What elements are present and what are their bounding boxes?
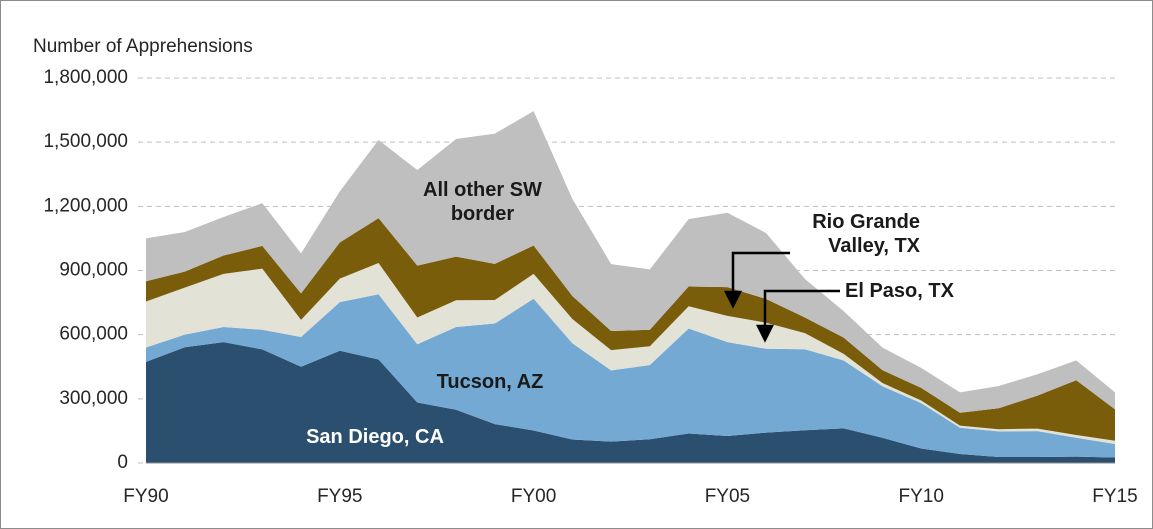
area <box>146 294 1115 458</box>
y-tick-label: 900,000 <box>59 260 128 281</box>
x-tick-label: FY05 <box>705 486 750 507</box>
series-label: Tucson, AZ <box>436 371 544 393</box>
arrows <box>723 251 840 343</box>
series-label: Rio Grande Valley, TX <box>812 211 920 257</box>
x-tick-label: FY90 <box>123 486 168 507</box>
y-axis-title: Number of Apprehensions <box>33 36 253 57</box>
area <box>146 218 1115 441</box>
y-tick-label: 1,200,000 <box>43 195 128 216</box>
area <box>146 111 1115 413</box>
y-tick-label: 0 <box>117 452 128 473</box>
y-tick-label: 600,000 <box>59 324 128 345</box>
y-tick-label: 1,500,000 <box>43 131 128 152</box>
series-label: All other SW border <box>423 179 542 225</box>
area <box>146 263 1115 444</box>
series-label: San Diego, CA <box>306 426 444 448</box>
x-tick-label: FY15 <box>1092 486 1137 507</box>
y-tick-label: 1,800,000 <box>43 67 128 88</box>
x-tick-label: FY95 <box>317 486 362 507</box>
y-tick-label: 300,000 <box>59 388 128 409</box>
x-tick-label: FY00 <box>511 486 556 507</box>
area <box>146 342 1115 463</box>
series-label: El Paso, TX <box>845 280 954 302</box>
x-tick-label: FY10 <box>898 486 943 507</box>
